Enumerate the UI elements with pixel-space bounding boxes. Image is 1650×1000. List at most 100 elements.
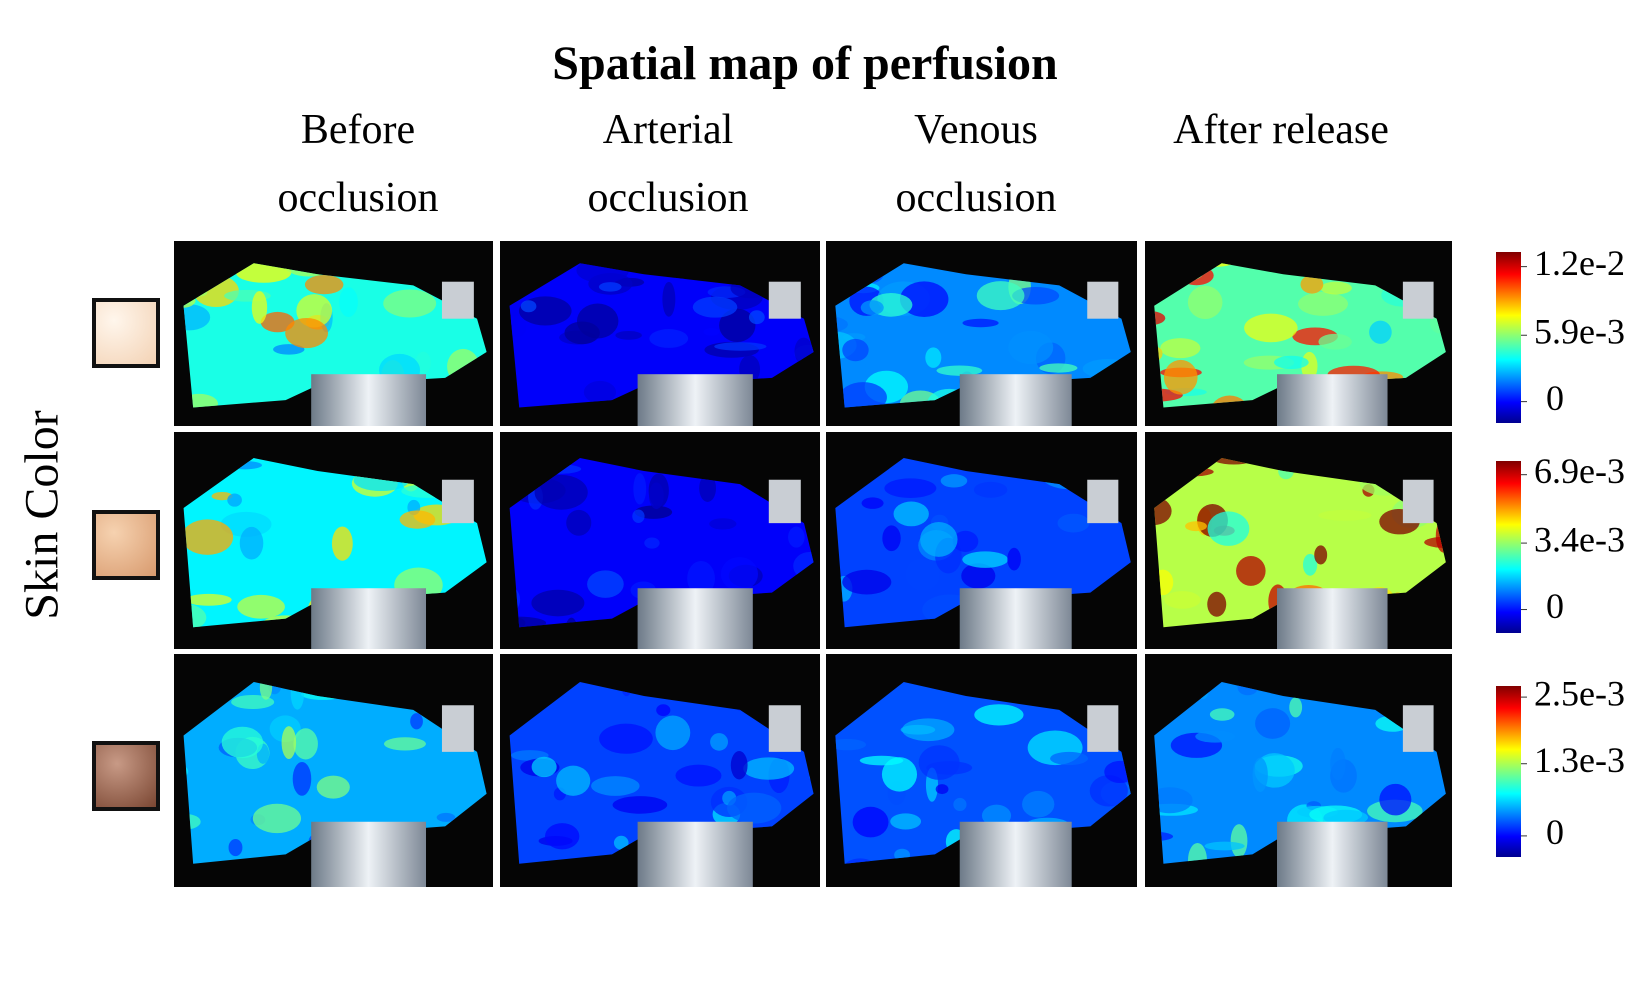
heat-blob (410, 713, 423, 730)
heat-blob (1089, 775, 1128, 807)
colorbar-tick-label: 2.5e-3 (1534, 673, 1625, 713)
heat-blob (1163, 359, 1198, 395)
colorbar-tick-label: 1.2e-2 (1534, 243, 1625, 283)
heat-blob (293, 728, 318, 760)
finger-clip (1087, 281, 1119, 319)
heat-blob (1187, 285, 1223, 320)
heat-blob (920, 522, 958, 557)
heat-blob (612, 796, 668, 814)
heat-blob (675, 764, 722, 787)
heat-blob (1039, 363, 1078, 373)
heat-blob (644, 537, 660, 549)
heat-blob (383, 737, 426, 751)
skin-swatch (92, 298, 160, 368)
heat-blob (183, 519, 234, 555)
finger-clip (1402, 479, 1434, 524)
heat-blob (882, 525, 901, 552)
cylinder (959, 588, 1072, 649)
heat-blob (228, 839, 243, 857)
heat-blob (648, 482, 664, 510)
colorbar-tick-label: 5.9e-3 (1534, 312, 1625, 352)
heat-blob (399, 510, 436, 529)
heat-blob (1302, 553, 1318, 576)
heat-blob (1204, 841, 1245, 851)
heat-blob (981, 804, 1012, 827)
heat-blob (974, 704, 1024, 726)
heat-blob (534, 474, 588, 510)
cylinder (311, 821, 427, 887)
heat-blob (720, 557, 759, 591)
heat-blob (509, 315, 527, 338)
finger-clip (768, 281, 801, 319)
heat-blob (1012, 286, 1060, 305)
cylinder (1277, 821, 1388, 887)
heat-blob (331, 526, 353, 561)
heat-blob (893, 501, 929, 527)
column-header: After release (1173, 107, 1389, 153)
heat-blob (918, 745, 960, 780)
colorbar (1496, 686, 1521, 857)
heat-blob (339, 287, 358, 317)
heat-blob (211, 492, 233, 501)
heat-blob (544, 823, 580, 850)
heat-blob (1252, 757, 1268, 793)
heat-blob (1022, 790, 1055, 818)
heat-blob (183, 602, 207, 628)
heat-blob (1300, 275, 1324, 294)
heat-blob (1314, 545, 1328, 565)
heat-blob (615, 330, 642, 340)
heat-blob (1050, 751, 1089, 766)
heat-blob (899, 281, 949, 317)
heat-blob (940, 474, 968, 488)
colorbar-tick-label: 6.9e-3 (1534, 451, 1625, 491)
skin-swatch (92, 510, 160, 580)
heat-blob (1318, 333, 1352, 350)
heat-blob (292, 761, 312, 796)
heat-blob (587, 570, 624, 598)
cylinder (311, 588, 427, 649)
heat-blob (1207, 511, 1250, 546)
heat-blob (304, 275, 344, 295)
colorbar-tick-label: 1.3e-3 (1534, 740, 1625, 780)
heat-blob (1255, 708, 1291, 739)
heat-blob (1154, 310, 1166, 326)
heat-blob (848, 363, 869, 374)
heat-blob (861, 497, 884, 509)
heat-blob (692, 296, 738, 318)
heat-blob (952, 530, 979, 552)
heat-blob (1154, 497, 1172, 526)
figure-title: Spatial map of perfusion (552, 37, 1058, 90)
column-header: Arterial occlusion (587, 107, 749, 221)
cylinder (959, 374, 1072, 426)
heat-blob (599, 723, 653, 754)
cylinder (959, 821, 1072, 887)
heat-blob (884, 478, 937, 499)
heat-blob (710, 733, 729, 751)
heat-blob (221, 726, 264, 759)
heat-blob (699, 474, 717, 502)
heat-blob (556, 765, 591, 796)
cylinder (637, 821, 753, 887)
heat-blob (633, 473, 647, 505)
heat-blob (259, 681, 273, 700)
heat-blob (1330, 747, 1346, 781)
heat-blob (591, 776, 640, 796)
colorbar-tick-label: 0 (1546, 586, 1564, 626)
heat-blob (1230, 824, 1248, 858)
heat-blob (719, 308, 756, 343)
heat-blob (656, 704, 671, 717)
colorbar (1496, 461, 1521, 633)
heat-blob (743, 757, 795, 780)
colorbar-tick-label: 0 (1546, 378, 1564, 418)
heat-blob (316, 775, 350, 799)
finger-clip (768, 705, 801, 752)
heat-blob (436, 812, 456, 822)
heat-blob (251, 291, 268, 324)
heat-blob (531, 589, 585, 617)
heat-blob (649, 329, 689, 348)
cylinder (637, 588, 753, 649)
heat-blob (935, 784, 949, 795)
cylinder (637, 374, 753, 426)
